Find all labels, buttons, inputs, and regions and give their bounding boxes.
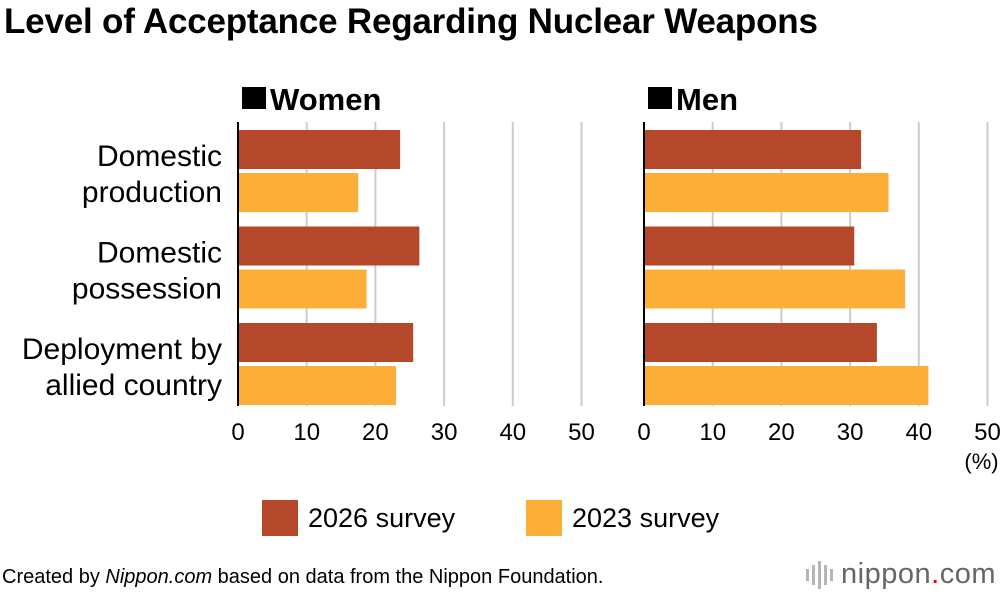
men-tick-label: 30	[837, 419, 864, 446]
men-square-icon	[648, 87, 672, 109]
category-label: Domestic	[97, 237, 222, 270]
women-panel-title: Women	[270, 82, 381, 117]
men-bar	[644, 173, 889, 212]
legend-swatch-2026	[262, 500, 298, 536]
logo-dot: .	[931, 558, 940, 590]
women-tick-label: 30	[431, 419, 458, 446]
chart-title: Level of Acceptance Regarding Nuclear We…	[4, 2, 818, 41]
bar-chart: DomesticproductionDomesticpossessionDepl…	[22, 82, 1000, 474]
credit-prefix: Created by	[2, 566, 106, 588]
women-bar	[238, 366, 397, 405]
men-bar	[644, 130, 862, 169]
women-square-icon	[242, 87, 266, 109]
men-tick-label: 20	[768, 419, 795, 446]
source-credit: Created by Nippon.com based on data from…	[2, 566, 604, 589]
men-bar	[644, 269, 906, 309]
category-label: possession	[72, 273, 222, 306]
legend-swatch-2023	[526, 500, 562, 536]
credit-site: Nippon.com	[105, 566, 213, 588]
women-bar	[238, 323, 414, 362]
credit-suffix: based on data from the Nippon Foundation…	[212, 566, 604, 588]
men-panel-title: Men	[676, 82, 738, 117]
legend-label-2026: 2026 survey	[308, 502, 456, 533]
legend-item-2026: 2026 survey	[262, 500, 455, 536]
women-bar	[238, 173, 359, 212]
women-tick-label: 20	[362, 419, 389, 446]
men-tick-label: 40	[905, 419, 932, 446]
women-tick-label: 10	[293, 419, 320, 446]
women-tick-label: 0	[231, 419, 244, 446]
women-tick-label: 40	[499, 419, 526, 446]
logo-word: nippon	[841, 558, 932, 590]
category-label: Domestic	[97, 140, 222, 173]
women-bar	[238, 226, 420, 266]
legend-label-2023: 2023 survey	[572, 502, 720, 533]
category-label: allied country	[45, 369, 222, 402]
legend-item-2023: 2023 survey	[526, 500, 719, 536]
category-label: production	[82, 176, 222, 209]
men-tick-label: 50	[974, 419, 1000, 446]
women-tick-label: 50	[568, 419, 595, 446]
category-label: Deployment by	[22, 333, 222, 366]
women-bar	[238, 269, 367, 309]
nippon-logo: nippon.com	[806, 558, 996, 591]
men-bar	[644, 226, 855, 266]
men-tick-label: 0	[637, 419, 650, 446]
barcode-marks-icon	[806, 560, 834, 589]
men-bar	[644, 366, 929, 405]
men-bar	[644, 323, 877, 362]
men-unit-label: (%)	[964, 449, 998, 474]
women-bar	[238, 130, 401, 169]
logo-tld: com	[939, 558, 996, 590]
men-tick-label: 10	[699, 419, 726, 446]
